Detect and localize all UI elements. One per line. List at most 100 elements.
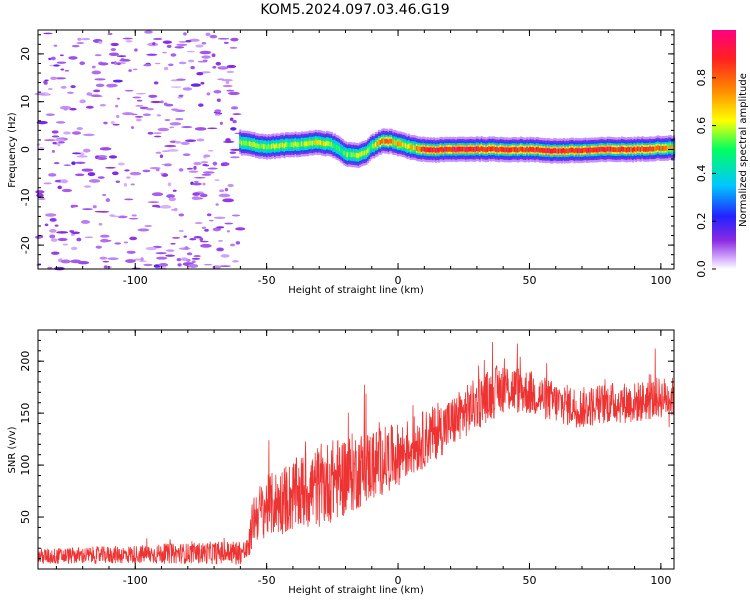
spectrogram-noise-cell (91, 70, 102, 75)
spectrogram-ridge-cell (606, 146, 609, 152)
spectrogram-ridge-cell (344, 151, 348, 157)
spectrogram-ridge-cell (508, 147, 512, 153)
spectrogram-noise-cell (171, 108, 179, 112)
spectrogram-ridge-cell (523, 147, 526, 153)
spectrogram-noise-cell (168, 63, 174, 67)
spectrogram-noise-cell (115, 104, 119, 108)
spectrogram-ridge-cell (423, 146, 426, 152)
spectrogram-noise-cell (223, 41, 229, 44)
colorbar-tick-label: 0.0 (695, 260, 708, 278)
spectrogram-ridge-cell (365, 150, 368, 155)
spectrogram-noise-cell (158, 262, 169, 267)
spectrogram-ridge-cell (521, 147, 524, 152)
spectrogram-ridge-cell (652, 146, 655, 152)
spectrogram-ridge-cell (371, 143, 374, 149)
spectrogram-noise-cell (182, 153, 191, 156)
spectrogram-ridge-cell (546, 148, 549, 153)
spectrogram-noise-cell (209, 34, 218, 39)
spectrogram-ridge-cell (617, 147, 620, 152)
spectrogram-ridge-cell (335, 144, 338, 150)
spectrogram-noise-cell (187, 263, 199, 268)
spectrogram-ridge-cell (250, 141, 253, 147)
spectrogram-ridge-cell (289, 142, 292, 148)
spectrogram-noise-cell (230, 37, 239, 42)
spectrogram-noise-cell (93, 89, 101, 93)
spectrogram-ridge-cell (296, 142, 299, 148)
spectrogram-noise-cell (151, 192, 164, 197)
spectrogram-noise-cell (195, 44, 204, 48)
spectrogram-ridge-cell (504, 147, 507, 153)
spectrogram-ridge-cell (349, 152, 352, 157)
spectrogram-ridge-cell (400, 141, 403, 147)
spectrogram-ridge-cell (433, 147, 436, 153)
spectrogram-noise-cell (184, 246, 189, 250)
spectrogram-noise-cell (50, 238, 58, 242)
spectrogram-noise-cell (190, 83, 201, 87)
spectrogram-ridge-cell (452, 146, 455, 152)
spectrogram-noise-cell (229, 243, 236, 247)
spectrogram-ridge-cell (267, 143, 270, 149)
spectrogram-noise-cell (95, 83, 105, 88)
spectrogram-ridge-cell (649, 146, 652, 152)
spectrogram-ridge-cell (647, 146, 650, 152)
spectrogram-ridge-cell (269, 144, 272, 150)
spectrogram-ridge-cell (570, 147, 573, 153)
spectrogram-noise-cell (145, 107, 155, 111)
spectrogram-noise-cell (59, 54, 64, 57)
spectrogram-noise-cell (175, 117, 184, 121)
spectrogram-ridge-cell (411, 145, 414, 150)
spectrogram-noise-cell (70, 204, 75, 208)
spectrogram-ridge-cell (472, 147, 475, 152)
spectrogram-noise-cell (155, 151, 162, 154)
spectrogram-noise-cell (43, 32, 53, 35)
spectrogram-noise-cell (123, 182, 128, 187)
spectrogram-noise-cell (188, 170, 199, 173)
spectrogram-ridge-cell (557, 148, 560, 154)
spectrogram-noise-cell (100, 238, 110, 243)
spectrogram-noise-cell (200, 71, 211, 74)
spectrogram-noise-cell (86, 92, 93, 96)
spectrogram-noise-cell (94, 54, 102, 57)
spectrogram-noise-cell (51, 135, 60, 138)
spectrogram-ridge-cell (535, 146, 538, 152)
spectrogram-noise-cell (87, 172, 96, 177)
spectrogram-noise-cell (213, 216, 226, 220)
spectrogram-noise-cell (48, 173, 57, 177)
spectrogram-ridge-cell (482, 146, 485, 152)
spectrogram-ridge-cell (324, 141, 327, 147)
spectrogram-noise-cell (51, 130, 59, 134)
spectrogram-noise-cell (133, 258, 142, 261)
spectrogram-noise-cell (77, 37, 82, 41)
spectrogram-noise-cell (194, 222, 203, 225)
spectrogram-ridge-cell (650, 146, 654, 152)
spectrogram-ridge-cell (437, 147, 441, 153)
spectrogram-ridge-cell (489, 146, 493, 152)
spectrogram-ridge-cell (491, 146, 494, 152)
spectrogram-noise-cell (163, 163, 172, 167)
spectrogram-noise-cell (173, 207, 178, 212)
spectrogram-ridge-cell (493, 146, 496, 152)
spectrogram-ridge-cell (530, 147, 534, 152)
spectrogram-ridge-cell (597, 147, 600, 153)
spectrogram-noise-cell (56, 61, 67, 64)
spectrogram-noise-cell (227, 183, 234, 188)
spectrogram-ridge-cell (594, 147, 597, 153)
spectrogram-noise-cell (38, 197, 46, 201)
spectrogram-noise-cell (54, 224, 59, 227)
spectrogram-noise-cell (55, 121, 66, 124)
spectrogram-ridge-cell (422, 146, 425, 152)
spectrogram-noise-cell (52, 141, 57, 145)
spectrogram-ridge-cell (395, 140, 398, 146)
spectrogram-ridge-cell (666, 146, 669, 151)
spectrogram-noise-cell (144, 224, 153, 227)
spectrogram-ridge-cell (242, 140, 245, 146)
spectrogram-ridge-cell (348, 151, 351, 157)
spectrogram-noise-cell (134, 48, 138, 52)
spectrogram-noise-cell (170, 242, 176, 245)
spectrogram-noise-cell (150, 100, 162, 104)
spectrogram-ridge-cell (453, 146, 456, 152)
x-tick-label: 0 (395, 274, 402, 287)
spectrogram-noise-cell (171, 236, 181, 239)
spectrogram-noise-cell (215, 61, 222, 66)
spectrogram-noise-cell (38, 146, 45, 151)
